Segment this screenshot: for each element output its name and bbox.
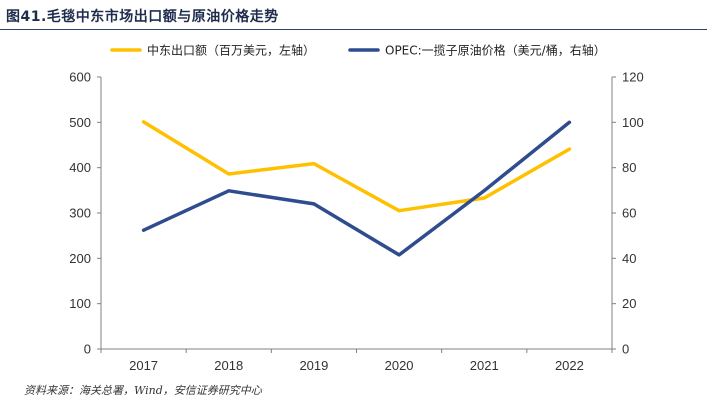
- y-left-tick-label: 200: [69, 251, 91, 266]
- legend: 中东出口额（百万美元，左轴） OPEC:一揽子原油价格（美元/桶，右轴）: [110, 43, 606, 58]
- series-line-opec-oil-price: [141, 120, 572, 257]
- series-point: [312, 162, 316, 166]
- y-right-tick-label: 120: [622, 70, 644, 85]
- y-left-tick-label: 100: [69, 296, 91, 311]
- y-right-tick-label: 20: [622, 296, 636, 311]
- legend-label-export-value: 中东出口额（百万美元，左轴）: [147, 43, 315, 58]
- series-point: [312, 202, 316, 206]
- series-point: [227, 172, 231, 176]
- series-point: [142, 228, 146, 232]
- series-point: [482, 196, 486, 200]
- y-right-tick-label: 40: [622, 251, 636, 266]
- source-note: 资料来源：海关总署，Wind，安信证券研究中心: [24, 384, 262, 397]
- x-tick-label: 2022: [555, 358, 584, 373]
- axes: 0 100 200 300 400 500 600 0 20 40 60 80 100 120 2017 20…: [69, 70, 643, 374]
- x-tick-label: 2018: [214, 358, 243, 373]
- y-left-tick-label: 0: [84, 342, 91, 357]
- series-point: [227, 189, 231, 193]
- series-layer: [141, 120, 572, 257]
- x-tick-label: 2019: [299, 358, 328, 373]
- series-point: [397, 253, 401, 257]
- chart-title: 图41.毛毯中东市场出口额与原油价格走势: [6, 9, 279, 25]
- series-point: [482, 189, 486, 193]
- y-right-tick-label: 60: [622, 206, 636, 221]
- series-point: [567, 120, 571, 124]
- x-tick-label: 2017: [129, 358, 158, 373]
- y-right-tick-label: 0: [622, 342, 629, 357]
- x-tick-label: 2021: [470, 358, 499, 373]
- series-point: [567, 147, 571, 151]
- x-tick-label: 2020: [385, 358, 414, 373]
- legend-label-opec-oil-price: OPEC:一揽子原油价格（美元/桶，右轴）: [385, 43, 606, 58]
- chart-svg: 中东出口额（百万美元，左轴） OPEC:一揽子原油价格（美元/桶，右轴） 0 100…: [69, 43, 643, 374]
- series-point: [397, 209, 401, 213]
- series-point: [142, 120, 146, 124]
- y-left-tick-label: 400: [69, 160, 91, 175]
- y-left-tick-label: 600: [69, 70, 91, 85]
- y-right-tick-label: 80: [622, 160, 636, 175]
- y-left-tick-label: 500: [69, 115, 91, 130]
- series-line-export-value: [141, 120, 572, 213]
- title-divider: [0, 29, 707, 30]
- y-right-tick-label: 100: [622, 115, 644, 130]
- y-left-tick-label: 300: [69, 206, 91, 221]
